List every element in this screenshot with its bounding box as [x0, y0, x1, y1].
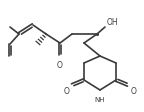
Text: OH: OH — [107, 18, 119, 27]
Text: O: O — [57, 60, 63, 69]
Text: O: O — [131, 86, 137, 95]
Text: O: O — [63, 86, 69, 95]
Text: NH: NH — [95, 96, 105, 102]
